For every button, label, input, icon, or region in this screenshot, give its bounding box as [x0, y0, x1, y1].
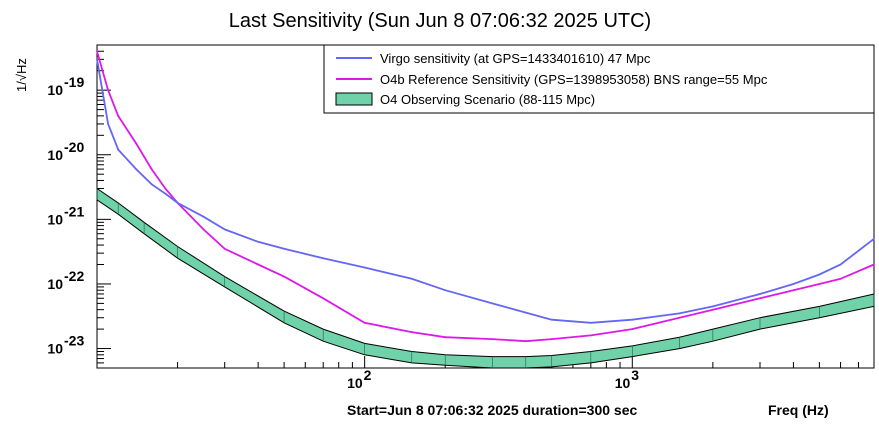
o4b-point: [550, 338, 553, 341]
o4b-point: [491, 338, 494, 341]
y-tick-label: 10: [47, 82, 63, 98]
legend: Virgo sensitivity (at GPS=1433401610) 47…: [323, 44, 875, 114]
x-axis-label: Freq (Hz): [768, 402, 829, 418]
virgo-point: [491, 302, 494, 305]
y-axis-label-text: 1/√Hz: [14, 58, 29, 92]
x-tick-exponent: 2: [364, 367, 372, 383]
o4b-point: [524, 340, 527, 343]
x-tick-label: 10: [615, 375, 631, 391]
legend-swatch-o4-scenario: [335, 92, 373, 106]
o4b-point: [117, 114, 120, 117]
y-tick-label: 10: [47, 341, 63, 357]
legend-entry-virgo: Virgo sensitivity (at GPS=1433401610) 47…: [380, 51, 651, 66]
virgo-point: [150, 183, 153, 186]
virgo-point: [631, 318, 634, 321]
o4b-point: [164, 187, 167, 190]
virgo-point: [410, 277, 413, 280]
virgo-point: [363, 266, 366, 269]
x-tick-label: 10: [347, 375, 363, 391]
virgo-point: [550, 318, 553, 321]
o4b-point: [589, 334, 592, 337]
y-tick-exponent: -21: [64, 203, 84, 219]
virgo-point: [257, 240, 260, 243]
y-axis-label: 1/√Hz: [14, 58, 29, 92]
y-tick-exponent: -23: [64, 333, 84, 349]
virgo-point: [873, 237, 875, 240]
footer-start-duration: Start=Jun 8 07:06:32 2025 duration=300 s…: [347, 402, 637, 418]
virgo-point: [322, 257, 325, 260]
virgo-point: [96, 58, 98, 61]
virgo-point: [711, 305, 714, 308]
virgo-point: [589, 321, 592, 324]
virgo-point: [107, 123, 109, 125]
series-layer: [96, 50, 875, 369]
o4b-point: [322, 297, 325, 300]
virgo-point: [202, 215, 205, 218]
virgo-point: [444, 289, 447, 292]
o4b-point: [631, 328, 634, 331]
virgo-point: [524, 311, 527, 314]
virgo-point: [283, 247, 285, 250]
legend-entry-o4b: O4b Reference Sensitivity (GPS=139895305…: [380, 72, 768, 87]
series-o4-scenario-band: [96, 187, 875, 369]
virgo-point: [792, 283, 795, 285]
virgo-point: [176, 201, 179, 204]
o4b-point: [818, 283, 821, 285]
virgo-point: [839, 263, 842, 266]
y-tick-label: 10: [47, 211, 63, 227]
y-tick-exponent: -22: [64, 268, 84, 284]
virgo-point: [818, 273, 821, 276]
o4b-point: [410, 331, 413, 333]
o4b-point: [678, 316, 681, 319]
legend-entry-o4-scenario: O4 Observing Scenario (88-115 Mpc): [380, 92, 595, 107]
chart-title: Last Sensitivity (Sun Jun 8 07:06:32 202…: [229, 10, 651, 32]
o4b-point: [839, 277, 842, 280]
o4b-point: [257, 263, 260, 266]
o4b-point: [792, 289, 795, 292]
o4b-point: [150, 168, 153, 170]
o4b-point: [223, 247, 226, 250]
o4b-point: [202, 228, 205, 231]
virgo-point: [223, 228, 226, 231]
y-tick-exponent: -19: [64, 74, 84, 90]
x-tick-exponent: 3: [631, 367, 639, 383]
legend-box: [323, 44, 875, 114]
y-tick-label: 10: [47, 276, 63, 292]
o4b-point: [873, 263, 875, 266]
o4b-point: [135, 142, 138, 145]
virgo-point: [117, 148, 120, 151]
o4b-point: [759, 297, 761, 300]
virgo-point: [135, 168, 138, 170]
virgo-point: [759, 293, 761, 295]
y-tick-label: 10: [47, 147, 63, 163]
o4b-point: [96, 50, 98, 53]
y-tick-exponent: -20: [64, 139, 84, 155]
virgo-point: [164, 192, 167, 195]
o4b-point: [107, 89, 109, 92]
o4b-point: [283, 275, 285, 278]
o4b-point: [363, 321, 366, 324]
o4b-point: [444, 336, 447, 339]
o4b-point: [711, 308, 714, 311]
virgo-point: [678, 312, 681, 315]
